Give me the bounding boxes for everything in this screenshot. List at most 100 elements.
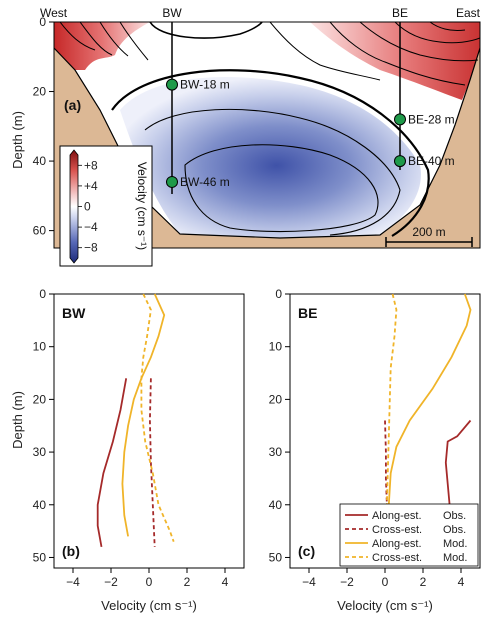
series-line-cross_obs: [148, 378, 156, 547]
station-label: BW-18 m: [180, 78, 230, 92]
station-marker: [394, 113, 406, 126]
series-line-along_obs: [444, 419, 472, 505]
station-label: BE-40 m: [408, 154, 455, 168]
legend-label: Cross-est.: [372, 552, 422, 564]
panel-a: 0 20 40 60 Depth (m) West BW BE East (a) BW…: [10, 6, 481, 267]
panel-b-title: BW: [62, 305, 86, 321]
contour: [329, 22, 466, 86]
station-label: BE-28 m: [408, 112, 455, 126]
contour: [394, 22, 480, 44]
colorbar: [69, 149, 79, 264]
contour: [149, 22, 263, 39]
station-marker: [166, 78, 178, 91]
label-west: West: [40, 6, 68, 20]
y-tick-label: 50: [269, 550, 283, 564]
panel-c-series: [384, 293, 472, 505]
x-tick-label: −2: [340, 575, 354, 589]
contour: [269, 22, 381, 81]
scale-bar-label: 200 m: [412, 225, 445, 239]
legend-label: Along-est.: [372, 538, 422, 550]
x-tick-label: 0: [382, 575, 389, 589]
legend-label: Obs.: [443, 524, 466, 536]
y-tick-label: 20: [33, 392, 47, 406]
panel-b-ylabel: Depth (m): [10, 391, 25, 449]
panel-b-xlabel: Velocity (cm s⁻¹): [101, 598, 197, 613]
station-label: BW-46 m: [180, 175, 230, 189]
x-tick-label: 2: [420, 575, 427, 589]
legend-label: Cross-est.: [372, 524, 422, 536]
y-tick-label: 0: [275, 287, 282, 301]
x-tick-label: 4: [458, 575, 465, 589]
colorbar-tick-label: 0: [84, 200, 91, 214]
colorbar-tick-label: −8: [84, 241, 98, 255]
colorbar-ticks: +8 +4 0 −4 −8: [78, 158, 98, 255]
x-tick-label: −2: [104, 575, 118, 589]
contour: [429, 22, 466, 31]
series-line-cross_mod: [386, 293, 398, 505]
y-tick-label: 20: [33, 85, 47, 99]
series-line-along_obs: [96, 378, 128, 548]
panel-a-frame: [53, 21, 481, 249]
panel-c-xlabel: Velocity (cm s⁻¹): [337, 598, 433, 613]
contour: [79, 22, 113, 56]
y-tick-label: 40: [33, 154, 47, 168]
y-tick-label: 30: [269, 445, 283, 459]
contour: [359, 22, 479, 62]
legend: Along-est. Obs. Cross-est. Obs. Along-est. Mo…: [339, 503, 479, 567]
station-marker: [166, 175, 178, 188]
contour-zero: [111, 69, 430, 237]
y-tick-label: 40: [33, 498, 47, 512]
y-tick-label: 0: [39, 15, 46, 29]
legend-label: Mod.: [443, 552, 467, 564]
y-tick-label: 30: [33, 445, 47, 459]
x-tick-label: 2: [184, 575, 191, 589]
y-tick-label: 0: [39, 287, 46, 301]
y-tick-label: 60: [33, 224, 47, 238]
scale-bar: 200 m: [385, 225, 473, 247]
series-line-cross_mod: [140, 293, 175, 543]
y-tick-label: 10: [33, 340, 47, 354]
colorbar-box: +8 +4 0 −4 −8 Velocity (cm s⁻¹): [59, 145, 153, 267]
colorbar-tick-label: −4: [84, 220, 98, 234]
label-bw: BW: [162, 6, 182, 20]
panel-c-title: BE: [298, 305, 317, 321]
x-tick-label: −4: [302, 575, 316, 589]
panel-a-y-ticks: 0 20 40 60: [33, 15, 54, 238]
colorbar-label: Velocity (cm s⁻¹): [135, 162, 149, 250]
label-be: BE: [392, 6, 408, 20]
y-tick-label: 10: [269, 340, 283, 354]
x-tick-label: −4: [66, 575, 80, 589]
panel-b-series: [96, 293, 175, 548]
colorbar-tick-label: +8: [84, 158, 98, 172]
series-line-along_mod: [387, 293, 472, 505]
positive-velocity-region-west: [54, 22, 150, 70]
contour: [99, 22, 129, 57]
panel-c-label: (c): [298, 543, 315, 559]
contour: [59, 22, 96, 51]
bathymetry-outline: [53, 47, 481, 239]
colorbar-tick-label: +4: [84, 179, 98, 193]
y-tick-label: 50: [33, 550, 47, 564]
legend-label: Along-est.: [372, 510, 422, 522]
legend-label: Obs.: [443, 510, 466, 522]
negative-velocity-region: [120, 77, 421, 238]
legend-label: Mod.: [443, 538, 467, 550]
label-east: East: [456, 6, 481, 20]
contour: [144, 108, 401, 236]
x-tick-label: 4: [222, 575, 229, 589]
x-tick-label: 0: [146, 575, 153, 589]
panel-b-label: (b): [62, 543, 80, 559]
panel-a-ylabel: Depth (m): [10, 111, 25, 169]
stations: BW-18 m BW-46 m BE-28 m BE-40 m: [166, 78, 455, 189]
contour: [184, 144, 379, 233]
panel-a-label: (a): [64, 97, 81, 113]
station-marker: [394, 155, 406, 168]
panel-b-frame: [53, 293, 245, 569]
y-tick-label: 40: [269, 498, 283, 512]
series-line-along_mod: [121, 293, 166, 537]
